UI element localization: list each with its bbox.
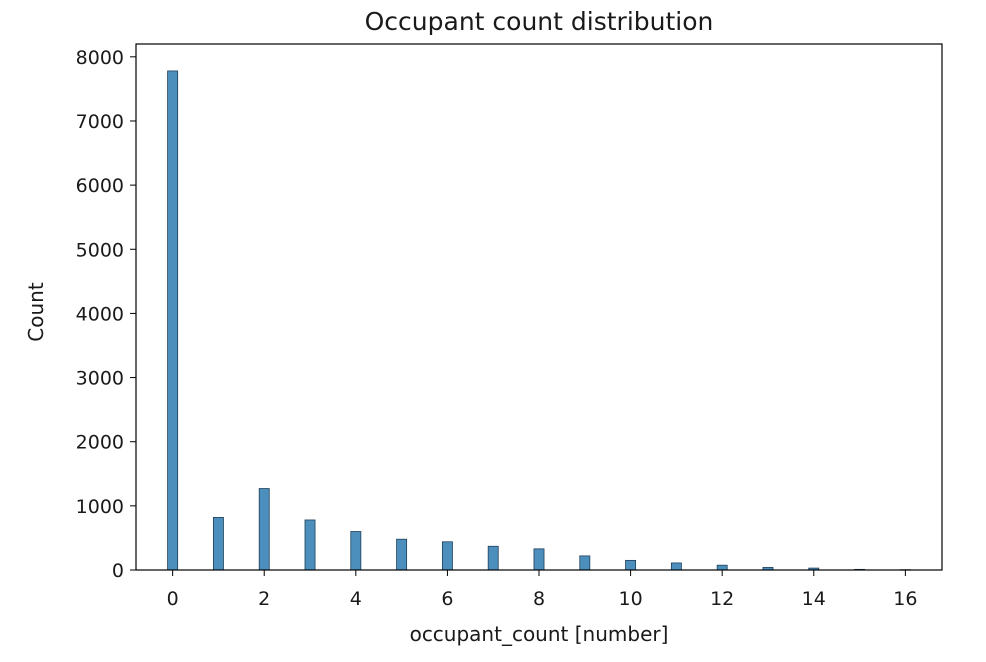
bar-6	[441, 541, 453, 571]
y-tick-label: 5000	[76, 239, 124, 261]
bars-group	[167, 70, 911, 571]
x-tick-label: 4	[350, 588, 362, 610]
x-tick-label: 8	[533, 588, 545, 610]
bar-8	[533, 548, 545, 571]
bar-0	[167, 70, 179, 571]
bar-1	[212, 517, 224, 571]
x-tick-label: 6	[441, 588, 453, 610]
y-tick-label: 7000	[76, 111, 124, 133]
x-axis-ticks: 0 2 4 6 8 10 12 14 16	[167, 570, 917, 610]
y-tick-label: 1000	[76, 496, 124, 518]
y-tick-label: 3000	[76, 368, 124, 390]
plot-frame	[135, 43, 943, 571]
x-tick-label: 16	[893, 588, 917, 610]
bar-4	[350, 531, 362, 571]
bar-5	[396, 538, 408, 571]
x-tick-label: 2	[258, 588, 270, 610]
y-axis-ticks: 0 1000 2000 3000 4000 5000 6000 7000 8000	[76, 47, 136, 582]
bar-10	[625, 559, 637, 571]
bar-12	[716, 564, 728, 571]
bar-2	[258, 488, 270, 571]
bar-11	[670, 562, 682, 571]
y-tick-label: 4000	[76, 303, 124, 325]
y-axis-label: Count	[24, 282, 48, 342]
bar-3	[304, 519, 316, 571]
y-tick-label: 6000	[76, 175, 124, 197]
x-tick-label: 12	[710, 588, 734, 610]
bar-9	[579, 555, 591, 571]
x-tick-label: 14	[802, 588, 826, 610]
x-tick-label: 0	[167, 588, 179, 610]
y-tick-label: 0	[112, 560, 124, 582]
x-tick-label: 10	[618, 588, 642, 610]
bar-7	[487, 545, 499, 571]
x-axis-label: occupant_count [number]	[410, 622, 669, 646]
chart-title: Occupant count distribution	[365, 7, 714, 36]
y-tick-label: 2000	[76, 432, 124, 454]
y-tick-label: 8000	[76, 47, 124, 69]
